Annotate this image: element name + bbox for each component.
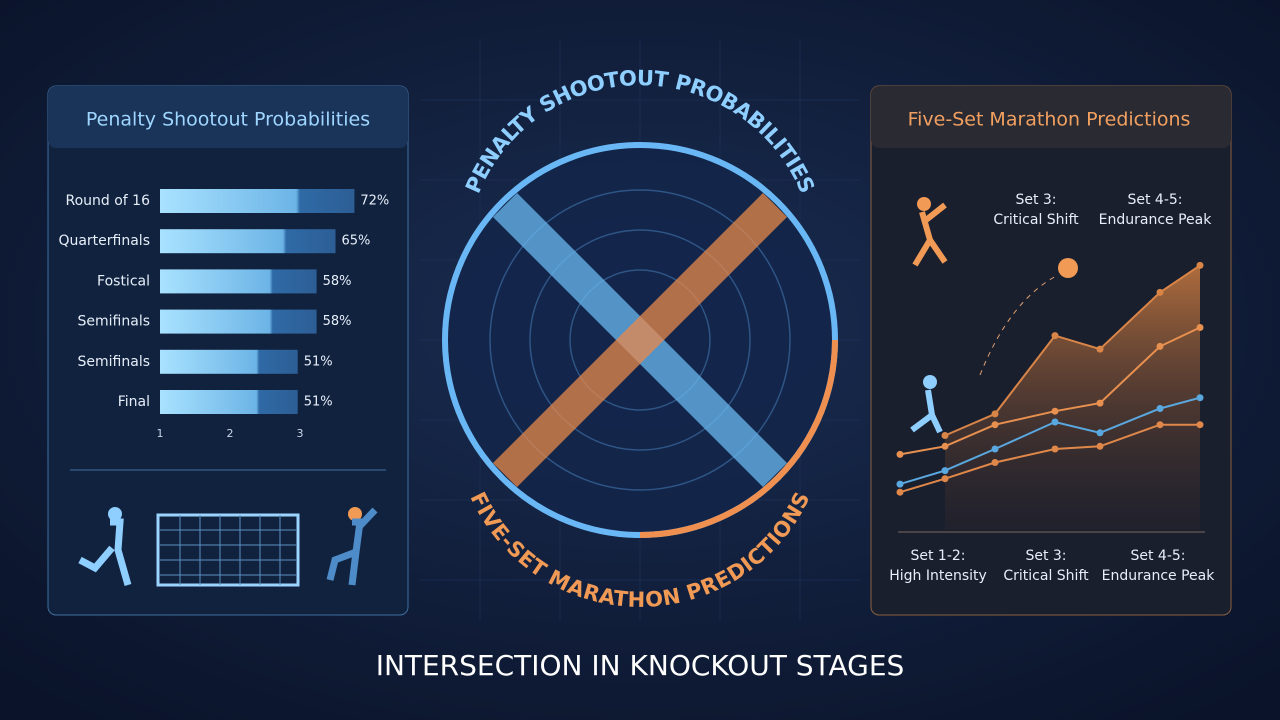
annotation: Set 1-2: High Intensity	[889, 548, 987, 584]
line-title: Five-Set Marathon Predictions	[908, 109, 1191, 131]
category-label: Semifinals	[78, 354, 150, 370]
point	[1156, 421, 1164, 429]
bar	[160, 269, 317, 294]
point	[1156, 288, 1164, 296]
annotation: Set 4-5: Endurance Peak	[1099, 192, 1213, 228]
emblem	[442, 142, 838, 538]
annotation: Set 4-5: Endurance Peak	[1102, 548, 1216, 584]
point	[1196, 394, 1204, 402]
annotation-line: Set 3:	[1015, 192, 1056, 208]
category-label: Fostical	[97, 273, 150, 289]
point	[896, 480, 904, 488]
point	[1196, 324, 1204, 331]
point	[941, 442, 949, 450]
annotation-line: Set 4-5:	[1130, 548, 1185, 564]
x-tick-label: 2	[227, 427, 234, 440]
bar	[160, 349, 298, 374]
bar	[160, 189, 355, 213]
annotation-line: Set 3:	[1025, 548, 1066, 564]
bar	[160, 309, 317, 334]
icons	[78, 197, 1205, 587]
left-panel-header	[48, 86, 408, 148]
point	[991, 410, 999, 418]
area	[945, 265, 1200, 530]
point	[1051, 445, 1059, 453]
point	[1156, 405, 1164, 412]
category-label: Final	[118, 394, 150, 410]
point	[1051, 332, 1059, 340]
bar	[160, 229, 336, 254]
value-label: 58%	[323, 274, 352, 289]
annotation: Set 3: Critical Shift	[1003, 548, 1089, 584]
point	[1051, 418, 1059, 426]
annotation-line: Critical Shift	[1003, 568, 1089, 584]
annotation-line: Critical Shift	[993, 212, 1079, 228]
x-tick-label: 1	[157, 427, 164, 440]
value-label: 58%	[323, 314, 352, 329]
annotation-line: Set 1-2:	[910, 548, 965, 564]
page-title: INTERSECTION IN KNOCKOUT STAGES	[376, 649, 905, 682]
point	[896, 488, 904, 496]
value-label: 72%	[360, 194, 389, 209]
value-label: 65%	[342, 234, 371, 249]
point	[941, 432, 949, 439]
point	[896, 450, 904, 458]
value-label: 51%	[304, 395, 333, 410]
annotation-line: Endurance Peak	[1102, 568, 1216, 584]
annotation-line: High Intensity	[889, 568, 987, 584]
point	[991, 421, 999, 429]
point	[1096, 442, 1104, 450]
value-label: 51%	[304, 354, 333, 369]
point	[1096, 345, 1104, 353]
point	[941, 467, 949, 475]
line	[944, 264, 1201, 437]
annotation-line: Endurance Peak	[1099, 212, 1213, 228]
point	[991, 459, 999, 466]
right-panel-header	[871, 86, 1231, 148]
category-label: Round of 16	[65, 193, 150, 209]
bar	[160, 390, 298, 414]
category-label: Quarterfinals	[58, 233, 150, 249]
point	[1156, 342, 1164, 350]
point	[941, 475, 949, 483]
point	[1096, 399, 1104, 407]
annotation: Set 3: Critical Shift	[993, 192, 1079, 228]
point	[1051, 407, 1059, 415]
category-label: Semifinals	[78, 314, 150, 330]
x-tick-label: 3	[297, 427, 304, 440]
annotation-line: Set 4-5:	[1127, 192, 1182, 208]
point	[1196, 261, 1204, 269]
point	[991, 445, 999, 453]
point	[1096, 429, 1104, 437]
bar-title: Penalty Shootout Probabilities	[86, 109, 370, 131]
point	[1196, 421, 1204, 429]
